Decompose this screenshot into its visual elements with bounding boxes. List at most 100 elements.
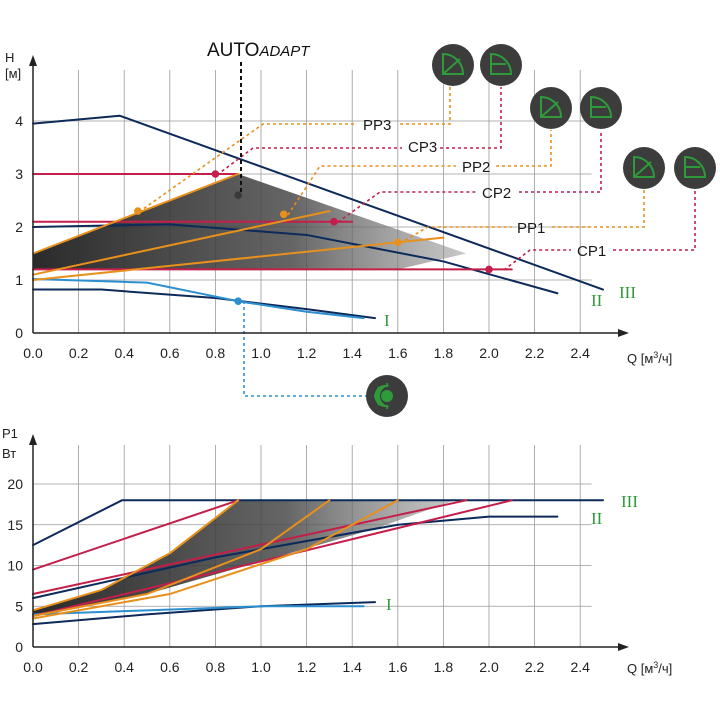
series-cp1-line [32,499,513,618]
leader-line [440,87,502,149]
x-tick-label: 1.6 [388,659,408,675]
label-pp3: PP3 [363,117,391,134]
leader-line [337,191,476,223]
label-curve-2: II [591,291,603,310]
series-pp3-line [32,499,240,612]
y-tick-label: 5 [15,598,23,614]
series-i-line [32,601,376,626]
operating-point-marker [330,217,338,226]
leader-line [138,123,357,213]
x-tick-label: 0.4 [114,345,134,361]
x-tick-label: 2.4 [570,345,590,361]
operating-point-marker [394,238,402,247]
x-tick-label: 1.6 [388,345,408,361]
x-tick-label: 0.0 [23,659,43,675]
x-tick-label: 0.6 [160,659,180,675]
x-tick-label: 1.0 [251,659,271,675]
x-tick-label: 1.0 [251,345,271,361]
x-tick-label: 1.2 [297,659,317,675]
series-i-line [32,288,376,320]
head-axes [29,55,629,337]
leader-line [400,87,451,125]
leader-line [519,130,602,193]
power-auto-adapt-area [33,500,455,615]
operating-point-marker [234,191,242,199]
proportional-pressure-icon[interactable] [623,147,665,189]
series-pp1-line [32,236,445,281]
constant-pressure-icon[interactable] [674,147,716,189]
series-night-line [32,277,365,320]
label-cp1: CP1 [577,243,606,260]
label-cp3: CP3 [408,139,437,156]
series-pp2-line [32,210,331,276]
proportional-pressure-icon[interactable] [432,44,474,86]
power-tick-labels: 0.0 0.2 0.4 0.6 0.8 1.0 1.2 1.4 1.6 1.8 2.0 2.2 2.4 0… [7,476,590,675]
label-curve-3: III [619,283,636,302]
label-pp2: PP2 [462,159,490,176]
auto-adapt-area [33,500,455,615]
head-x-label-tail: /ч] [658,351,672,366]
series-ii-line [32,515,559,600]
operating-point-marker [234,297,242,306]
x-tick-label: 2.0 [479,345,499,361]
x-tick-label: 0.4 [114,659,134,675]
y-tick-label: 1 [15,272,23,288]
operating-point-marker [211,170,220,178]
x-tick-label: 0.2 [69,345,89,361]
leader-line [216,147,402,176]
head-x-label-text: Q [м [627,351,653,366]
x-tick-label: 1.8 [434,659,454,675]
y-tick-label: 0 [15,325,23,341]
x-tick-label: 1.4 [342,345,362,361]
power-x-label-tail: /ч] [658,661,672,676]
power-x-label: Q [м3/ч] [627,660,672,676]
series-night-line [32,605,365,616]
auto-adapt-main: AUTO [207,40,259,61]
operating-point-marker [280,210,288,219]
series-iii-line [32,114,604,291]
series-ii-line [32,223,559,295]
operating-point-marker [134,207,142,215]
head-markers [134,170,493,306]
x-tick-label: 1.2 [297,345,317,361]
series-pp2-line [32,499,331,618]
y-tick-label: 4 [15,113,23,129]
label-cp2: CP2 [482,185,511,202]
leader-line [287,165,456,216]
power-label-curve-1: I [386,595,392,614]
y-tick-label: 10 [7,558,23,574]
power-y-label-2: Вт [2,446,16,461]
head-y-label-1: H [5,50,14,65]
power-x-label-text: Q [м [627,661,653,676]
y-tick-label: 0 [15,639,23,655]
leader-line [503,249,571,271]
leader-line [496,130,552,167]
night-mode-icon[interactable] [366,375,408,417]
series-cp2-line [32,499,468,596]
constant-pressure-icon[interactable] [580,87,622,129]
auto-adapt-label: AUTOADAPT [207,40,311,61]
operating-point-marker [485,265,493,274]
x-tick-label: 2.0 [479,659,499,675]
y-tick-label: 2 [15,219,23,235]
power-series [32,499,604,626]
head-tick-labels: 0.0 0.2 0.4 0.6 0.8 1.0 1.2 1.4 1.6 1.8 2.0 2.2 2.4 0… [15,113,590,361]
leader-line [613,190,696,251]
label-curve-1: I [384,311,390,330]
head-x-label: Q [м3/ч] [627,350,672,366]
series-cp3-line [32,499,240,571]
head-x-label-sup: 3 [653,350,658,360]
x-tick-label: 1.8 [434,345,454,361]
proportional-pressure-icon[interactable] [530,87,572,129]
head-leader-lines [138,87,696,397]
constant-pressure-icon[interactable] [480,44,522,86]
x-tick-label: 0.2 [69,659,89,675]
auto-adapt-sub: ADAPT [258,43,311,60]
x-tick-label: 0.0 [23,345,43,361]
x-tick-label: 2.2 [525,659,545,675]
leader-line [399,226,512,244]
y-tick-label: 3 [15,166,23,182]
x-tick-label: 0.8 [206,345,226,361]
x-tick-label: 0.6 [160,345,180,361]
